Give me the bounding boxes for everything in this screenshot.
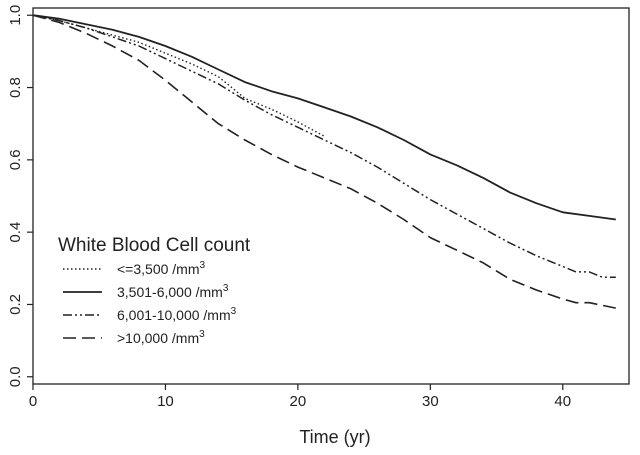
series-line-solid (32, 14, 616, 221)
x-tick-label: 0 (29, 393, 37, 410)
legend-title: White Blood Cell count (58, 235, 251, 256)
legend-label: 3,501-6,000 /mm3 (117, 283, 229, 300)
x-axis-title: Time (yr) (299, 427, 370, 447)
series-layer (32, 14, 616, 309)
x-tick-label: 40 (554, 393, 571, 410)
x-tick-label: 20 (290, 393, 307, 410)
plot-frame (32, 7, 630, 385)
y-tick-label: 0.8 (7, 77, 24, 98)
y-tick-label: 0.0 (7, 366, 24, 387)
y-tick-label: 1.0 (7, 5, 24, 26)
series-line-dotted (32, 14, 325, 137)
series-line-dashed (32, 14, 616, 309)
y-tick-label: 0.4 (7, 222, 24, 243)
legend-label: >10,000 /mm3 (117, 329, 205, 346)
y-tick-label: 0.6 (7, 149, 24, 170)
y-tick-label: 0.2 (7, 294, 24, 315)
x-tick-label: 30 (422, 393, 439, 410)
y-axis: 0.0 0.2 0.4 0.6 0.8 1.0 (7, 5, 33, 387)
legend: White Blood Cell count <=3,500 /mm3 3,501… (58, 235, 251, 346)
legend-label: <=3,500 /mm3 (117, 260, 206, 277)
x-axis: 0 10 20 30 40 (29, 384, 571, 410)
series-line-dash-dot (32, 14, 616, 279)
x-tick-label: 10 (157, 393, 174, 410)
legend-label: 6,001-10,000 /mm3 (117, 306, 237, 323)
